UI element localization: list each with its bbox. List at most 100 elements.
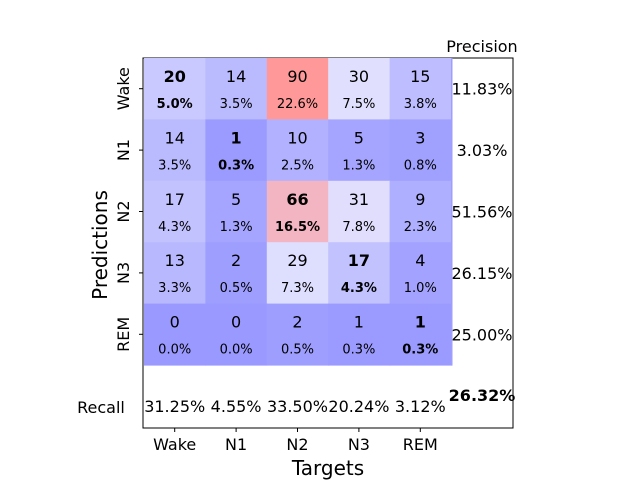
cell-percent-label: 16.5% [275,220,320,235]
matrix-cell [266,119,329,182]
cell-percent-label: 0.3% [342,343,375,358]
cell-percent-label: 5.0% [157,97,193,112]
recall-value-label: 20.24% [328,397,389,416]
cell-percent-label: 3.8% [404,97,437,112]
x-tick-label: N1 [225,435,247,454]
cell-percent-label: 4.3% [158,220,191,235]
matrix-cell [328,242,391,305]
cell-count-label: 66 [286,190,308,209]
matrix-cell [328,58,391,120]
x-tick-label: REM [403,435,438,454]
precision-panel-edge [451,242,453,305]
cell-count-label: 5 [231,190,241,209]
matrix-cell [205,180,268,243]
y-tick-label: N2 [114,200,133,222]
matrix-cell [144,119,206,182]
cell-percent-label: 0.3% [218,158,254,173]
matrix-cell [205,303,268,366]
cell-percent-label: 0.0% [220,343,253,358]
y-tick-label: N3 [114,262,133,284]
precision-value-label: 11.83% [451,80,512,99]
cell-count-label: 10 [287,128,307,147]
precision-panel-edge [451,119,453,182]
cell-count-label: 0 [231,313,241,332]
cell-count-label: 4 [415,251,425,270]
recall-value-label: 33.50% [267,397,328,416]
cell-count-label: 31 [349,190,369,209]
recall-header: Recall [77,398,125,417]
cell-percent-label: 0.3% [402,343,438,358]
cell-count-label: 0 [170,313,180,332]
matrix-cell [328,303,391,366]
cell-percent-label: 1.3% [220,220,253,235]
cell-percent-label: 22.6% [277,97,318,112]
cell-percent-label: 0.8% [404,158,437,173]
matrix-cell [389,119,452,182]
matrix-cell [144,242,206,305]
cell-percent-label: 2.5% [281,158,314,173]
cell-percent-label: 2.3% [404,220,437,235]
matrix-cell [205,58,268,120]
matrix-cell [266,303,329,366]
cell-count-label: 20 [164,67,186,86]
cell-count-label: 30 [349,67,369,86]
recall-value-label: 3.12% [395,397,446,416]
cell-count-label: 2 [292,313,302,332]
cell-count-label: 14 [226,67,246,86]
matrix-cell [389,303,452,366]
cell-percent-label: 1.0% [404,281,437,296]
precision-value-label: 51.56% [451,203,512,222]
x-tick-label: N3 [348,435,370,454]
cell-count-label: 3 [415,128,425,147]
y-tick-label: Wake [114,67,133,110]
cell-count-label: 17 [348,251,370,270]
x-axis-title: Targets [291,456,364,480]
precision-header: Precision [446,37,517,56]
cell-percent-label: 4.3% [341,281,377,296]
precision-value-label: 25.00% [451,325,512,344]
recall-value-label: 4.55% [211,397,262,416]
cell-count-label: 2 [231,251,241,270]
cell-percent-label: 1.3% [342,158,375,173]
cell-count-label: 1 [354,313,364,332]
cell-percent-label: 7.3% [281,281,314,296]
matrix-cell [389,58,452,120]
matrix-cell [389,242,452,305]
cell-percent-label: 3.3% [158,281,191,296]
cell-percent-label: 0.0% [158,343,191,358]
cell-count-label: 1 [415,313,426,332]
y-axis-title: Predictions [88,190,112,300]
cell-count-label: 29 [287,251,307,270]
cell-count-label: 5 [354,128,364,147]
y-tick-label: REM [114,317,133,352]
precision-panel-edge [451,303,453,366]
cell-percent-label: 0.5% [281,343,314,358]
cell-count-label: 9 [415,190,425,209]
y-tick-label: N1 [114,139,133,161]
matrix-cell [266,58,329,120]
x-tick-label: N2 [286,435,308,454]
matrix-cell [328,180,391,243]
matrix-cell [144,303,206,366]
cell-count-label: 15 [410,67,430,86]
precision-panel-edge [451,180,453,243]
matrix-cell [266,180,329,243]
matrix-cell [389,180,452,243]
matrix-cell [205,119,268,182]
matrix-cell [328,119,391,182]
cell-count-label: 1 [231,128,242,147]
matrix-cell [266,242,329,305]
precision-value-label: 3.03% [457,141,508,160]
cell-percent-label: 3.5% [158,158,191,173]
cell-percent-label: 3.5% [220,97,253,112]
matrix-cell [144,58,206,120]
precision-panel-edge [451,58,453,120]
cell-percent-label: 0.5% [220,281,253,296]
matrix-cell [205,242,268,305]
cell-percent-label: 7.5% [342,97,375,112]
cell-count-label: 14 [165,128,185,147]
cell-count-label: 17 [165,190,185,209]
overall-accuracy: 26.32% [449,386,516,405]
